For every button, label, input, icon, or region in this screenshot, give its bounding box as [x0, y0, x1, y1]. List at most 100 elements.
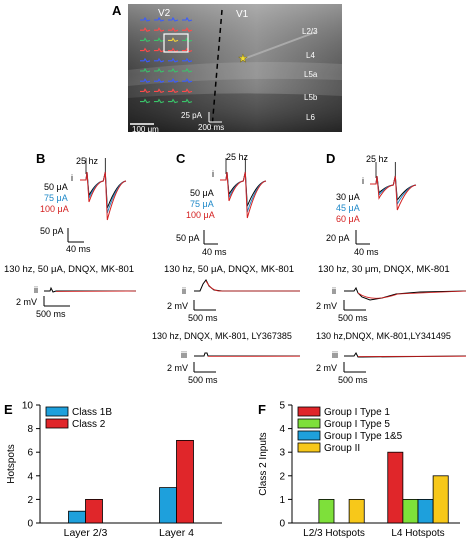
bar: [85, 498, 103, 524]
voltage-trace: [44, 286, 136, 293]
bar: [68, 510, 86, 524]
layer-label: L6: [306, 113, 315, 122]
highlight-box: [163, 33, 189, 53]
map-trace: [182, 67, 193, 73]
map-trace: [154, 37, 165, 43]
y-axis-label: Hotspots: [6, 444, 17, 483]
bar: [318, 498, 335, 524]
map-trace: [168, 98, 179, 104]
map-trace: [140, 78, 151, 83]
epsc-trace: [80, 171, 127, 221]
condition-label: 130 hz, DNQX, MK-801, LY367385: [152, 331, 292, 341]
map-trace: [168, 16, 179, 22]
epsc-trace: [370, 175, 417, 211]
condition-label: 130 hz, 30 μm, DNQX, MK-801: [318, 264, 450, 275]
y-tick-label: 8: [27, 424, 33, 435]
map-trace: [154, 88, 165, 94]
map-trace: [154, 57, 165, 63]
legend-label: Group I Type 5: [324, 419, 390, 430]
y-tick-label: 5: [279, 401, 285, 412]
layer-label: L5b: [304, 93, 318, 102]
voltage-trace: [194, 279, 300, 292]
current-label: 50 μA: [44, 182, 68, 192]
map-trace: [168, 78, 179, 83]
epsc-traces: [80, 158, 127, 221]
panel-a-letter: A: [112, 3, 122, 18]
panel-c: C 25 hz i 50 μA 75 μA 100 μA 50 pA 40 ms…: [152, 151, 301, 385]
map-trace: [140, 57, 151, 63]
legend-swatch: [297, 406, 321, 417]
slice-image: [128, 4, 342, 132]
y-tick-label: 1: [279, 495, 285, 506]
map-trace: [168, 47, 179, 53]
voltage-trace: [344, 286, 467, 301]
legend-label: Group I Type 1: [324, 407, 390, 418]
region-v1: V1: [236, 9, 249, 20]
legend-label: Group II: [324, 443, 360, 454]
bar: [387, 451, 404, 524]
legend-swatch: [297, 430, 321, 441]
condition-label: 130 hz,DNQX, MK-801,LY341495: [316, 331, 451, 341]
map-trace: [154, 98, 165, 104]
panel-f-letter: F: [258, 402, 266, 417]
y-tick-label: 0: [27, 519, 33, 530]
scale-text: 100 μm: [132, 125, 159, 134]
freq-label: 25 hz: [76, 156, 99, 166]
epsc-traces: [220, 158, 267, 219]
scale-text: 25 pA: [181, 111, 203, 120]
current-label: 100 μA: [40, 204, 69, 214]
bar: [432, 475, 449, 524]
panel-c-letter: C: [176, 151, 186, 166]
scale-text: 50 pA: [40, 226, 64, 236]
map-trace: [168, 67, 179, 73]
y-tick-label: 2: [279, 471, 285, 482]
scale-text: 200 ms: [198, 123, 224, 132]
scale-text: 40 ms: [66, 244, 91, 254]
map-trace: [140, 67, 151, 73]
stimulation-trace-grid: [140, 16, 193, 104]
y-tick-label: 3: [279, 448, 285, 459]
legend-swatch: [45, 406, 69, 417]
scale-text: 2 mV: [16, 297, 37, 307]
chart-f: 0 1 2 3 4 5 Class 2 Inputs L2/3 Hotspots L4 Hots…: [258, 401, 460, 539]
scale-text: 500 ms: [188, 313, 218, 323]
y-tick-label: 10: [22, 401, 34, 412]
legend-swatch: [297, 442, 321, 453]
legend-label: Class 1B: [72, 407, 112, 418]
current-label: 75 μA: [44, 193, 68, 203]
layer-label: L4: [306, 51, 315, 60]
current-label: 45 μA: [336, 203, 360, 213]
epsc-trace: [220, 171, 267, 219]
scale-text: 50 pA: [176, 233, 200, 243]
trace-marker: i: [71, 173, 73, 183]
trace-marker: i: [212, 169, 214, 179]
legend-swatch: [297, 418, 321, 429]
map-trace: [140, 47, 151, 53]
legend-label: Group I Type 1&5: [324, 431, 403, 442]
x-tick-label: Layer 2/3: [64, 527, 108, 539]
scale-text: 2 mV: [167, 363, 188, 373]
map-trace: [154, 67, 165, 73]
map-trace: [182, 37, 193, 43]
layer-label: L5a: [304, 70, 318, 79]
voltage-trace-fit: [55, 290, 137, 292]
layer-label: L2/3: [302, 27, 318, 36]
scale-text: 40 ms: [354, 247, 379, 257]
x-tick-label: Layer 4: [159, 527, 194, 539]
voltage-trace-fit: [357, 290, 467, 299]
current-label: 50 μA: [190, 188, 214, 198]
epsc-trace: [80, 171, 127, 214]
map-trace: [182, 78, 193, 83]
recording-site-icon: ★: [238, 53, 248, 65]
freq-label: 25 hz: [366, 154, 389, 164]
trace-marker: ii: [182, 286, 186, 296]
current-label: 75 μA: [190, 199, 214, 209]
map-trace: [154, 78, 165, 83]
freq-label: 25 hz: [226, 152, 249, 162]
map-trace: [168, 57, 179, 63]
panel-b: B 25 hz i 50 μA 75 μA 100 μA 50 pA 40 ms…: [4, 151, 137, 319]
y-tick-label: 6: [27, 448, 33, 459]
bar: [348, 498, 365, 524]
map-trace: [154, 27, 165, 32]
bar: [176, 439, 194, 524]
